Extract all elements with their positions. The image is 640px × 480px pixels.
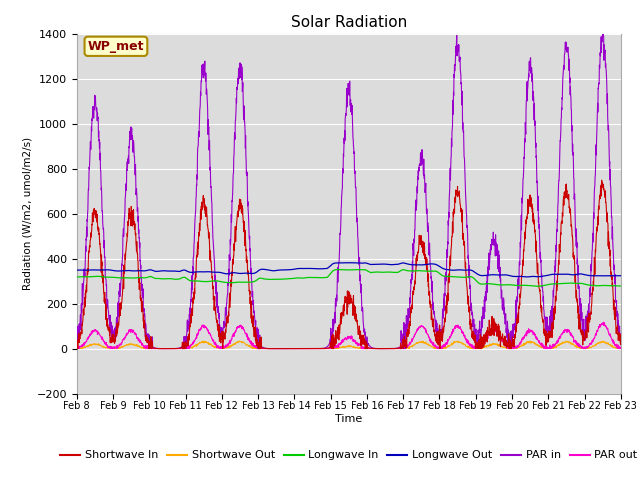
X-axis label: Time: Time: [335, 414, 362, 424]
Y-axis label: Radiation (W/m2, umol/m2/s): Radiation (W/m2, umol/m2/s): [22, 137, 33, 290]
Legend: Shortwave In, Shortwave Out, Longwave In, Longwave Out, PAR in, PAR out: Shortwave In, Shortwave Out, Longwave In…: [56, 446, 640, 465]
Title: Solar Radiation: Solar Radiation: [291, 15, 407, 30]
Text: WP_met: WP_met: [88, 40, 144, 53]
